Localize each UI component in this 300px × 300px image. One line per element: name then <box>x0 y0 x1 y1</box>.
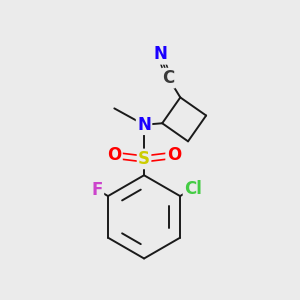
Text: Cl: Cl <box>184 180 202 198</box>
Text: N: N <box>137 116 151 134</box>
Text: O: O <box>107 146 122 164</box>
Text: F: F <box>92 181 103 199</box>
Text: S: S <box>138 150 150 168</box>
Text: O: O <box>167 146 181 164</box>
Text: N: N <box>153 45 167 63</box>
Text: C: C <box>162 69 175 87</box>
